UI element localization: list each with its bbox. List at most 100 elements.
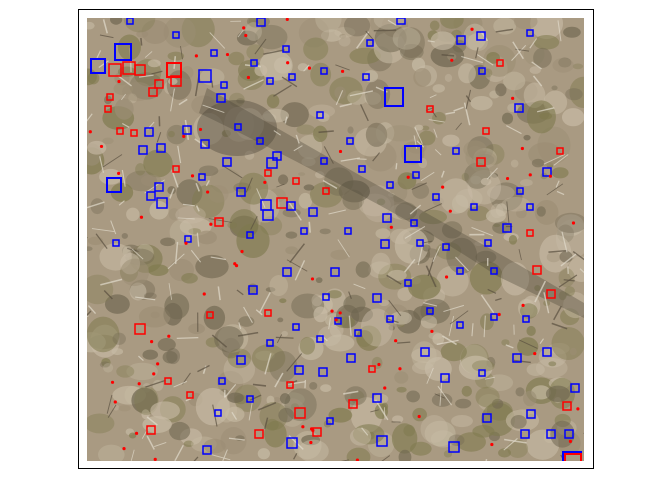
debris-twig <box>453 106 464 112</box>
debris-twig <box>252 383 267 387</box>
debris-twig <box>551 322 568 330</box>
debris-twig <box>259 292 271 313</box>
ground-patch <box>440 342 467 362</box>
ground-patch <box>102 137 114 145</box>
red-point <box>398 367 402 371</box>
debris-twig <box>167 253 185 270</box>
debris-twig <box>180 45 183 60</box>
ground-patch <box>227 392 244 403</box>
red-point <box>246 75 251 80</box>
blue-bounding-box <box>318 367 328 377</box>
red-bounding-box <box>312 427 322 437</box>
blue-bounding-box <box>316 111 324 119</box>
debris-twig <box>518 339 538 349</box>
debris-twig <box>118 200 125 206</box>
ground-patch <box>234 108 265 141</box>
debris-twig <box>483 315 486 338</box>
blue-bounding-box <box>410 219 418 227</box>
ground-patch <box>431 393 453 407</box>
ground-patch <box>143 149 173 178</box>
red-bounding-box <box>264 169 272 177</box>
ground-patch <box>183 440 194 448</box>
debris-twig <box>98 60 109 69</box>
blue-bounding-box <box>184 235 192 243</box>
red-point <box>383 386 387 390</box>
blue-bounding-box <box>220 81 228 89</box>
red-point <box>202 292 206 296</box>
debris-twig <box>245 177 253 193</box>
ground-patch <box>569 347 577 356</box>
ground-patch <box>501 339 510 346</box>
debris-twig <box>156 131 162 143</box>
blue-bounding-box <box>432 193 440 201</box>
blue-bounding-box <box>346 137 354 145</box>
debris-twig <box>236 289 244 296</box>
ground-patch <box>356 325 382 351</box>
ground-patch <box>209 168 242 194</box>
debris-twig <box>237 331 259 337</box>
blue-bounding-box <box>456 321 464 329</box>
debris-twig <box>284 116 288 124</box>
debris-twig <box>154 441 167 448</box>
ground-patch <box>563 292 584 319</box>
red-point <box>137 382 141 386</box>
red-bounding-box <box>116 127 124 135</box>
red-bounding-box <box>186 391 194 399</box>
debris-twig <box>264 417 269 429</box>
blue-bounding-box <box>456 35 466 45</box>
blue-bounding-box <box>300 227 308 235</box>
debris-twig <box>560 253 577 267</box>
debris-twig <box>318 130 334 134</box>
ground-patch <box>508 235 518 245</box>
blue-bounding-box <box>570 383 580 393</box>
debris-twig <box>437 385 452 406</box>
red-point <box>338 149 343 154</box>
blue-bounding-box <box>470 203 478 211</box>
debris-twig <box>303 64 310 72</box>
debris-twig <box>254 38 267 55</box>
ground-patch <box>141 19 169 45</box>
ground-patch <box>486 185 515 201</box>
debris-twig <box>107 404 117 418</box>
ground-patch <box>257 448 271 460</box>
ground-patch <box>500 262 530 296</box>
red-bounding-box <box>322 187 330 195</box>
debris-twig <box>174 241 179 264</box>
debris-twig <box>563 279 575 282</box>
red-bounding-box <box>348 399 358 409</box>
blue-bounding-box <box>522 315 530 323</box>
ground-patch <box>285 246 298 255</box>
blue-bounding-box <box>330 267 340 277</box>
red-point <box>330 309 334 313</box>
ground-patch <box>131 387 158 414</box>
debris-twig <box>110 220 117 235</box>
red-bounding-box <box>564 453 582 461</box>
ground-patch <box>560 308 580 326</box>
ground-patch <box>536 206 546 217</box>
ground-patch <box>223 355 256 384</box>
blue-bounding-box <box>250 59 258 67</box>
ground-patch <box>111 348 124 356</box>
ground-patch <box>334 86 346 100</box>
debris-twig <box>539 338 545 344</box>
ground-patch <box>551 167 569 179</box>
debris-twig <box>138 74 154 78</box>
ground-patch <box>188 323 205 335</box>
debris-twig <box>442 335 457 346</box>
red-point <box>521 303 525 307</box>
ground-patch <box>128 432 137 439</box>
ground-patch <box>551 85 558 91</box>
debris-twig <box>553 305 562 321</box>
blue-bounding-box <box>172 31 180 39</box>
blue-bounding-box <box>266 77 274 85</box>
debris-twig <box>286 353 303 372</box>
red-point <box>394 339 398 343</box>
blue-bounding-box <box>520 429 530 439</box>
ground-patch <box>552 57 574 73</box>
red-point <box>497 312 501 317</box>
debris-twig <box>228 437 245 441</box>
ground-patch <box>343 18 371 37</box>
ground-patch <box>338 180 370 203</box>
debris-twig <box>193 456 199 461</box>
ground-patch <box>199 68 225 86</box>
